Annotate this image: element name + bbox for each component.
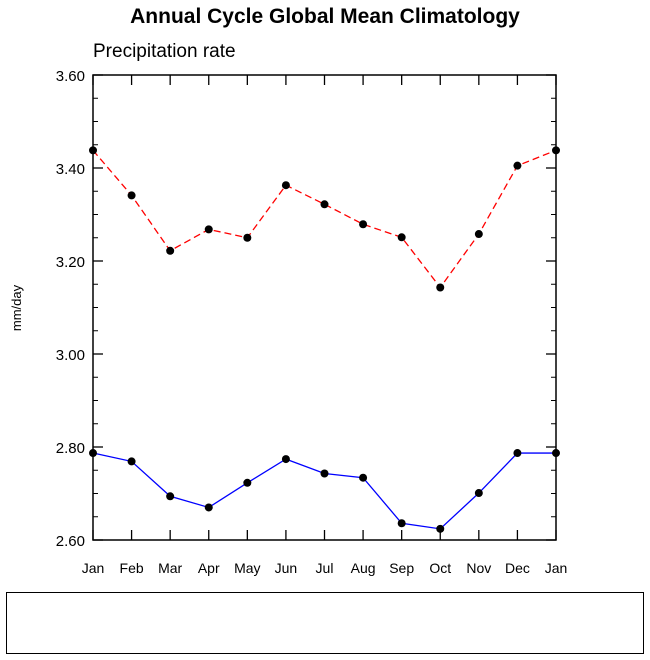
data-point <box>436 283 445 292</box>
series-line <box>92 452 556 530</box>
x-tick-label: Dec <box>505 560 530 576</box>
data-point <box>281 455 290 464</box>
data-point <box>127 191 136 200</box>
legend-box <box>6 592 644 654</box>
data-point <box>281 181 290 190</box>
data-point <box>552 449 560 458</box>
x-tick-label: Jun <box>275 560 298 576</box>
x-tick-label: Feb <box>120 560 144 576</box>
data-point <box>166 246 175 255</box>
x-tick-label: Jan <box>82 560 105 576</box>
y-tick-label: 3.20 <box>56 254 85 271</box>
data-point <box>552 146 560 155</box>
x-tick-label: Jan <box>545 560 568 576</box>
data-point <box>243 478 252 487</box>
y-tick-label: 3.60 <box>56 68 85 85</box>
data-point <box>359 473 368 482</box>
series-layer <box>89 146 560 533</box>
data-point <box>320 469 329 478</box>
chart-title: Annual Cycle Global Mean Climatology <box>130 5 520 28</box>
data-point <box>359 220 368 229</box>
data-point <box>89 449 97 458</box>
series-line <box>92 149 557 289</box>
x-tick-label: Mar <box>158 560 182 576</box>
data-point <box>204 503 213 512</box>
data-point <box>127 457 136 466</box>
x-tick-label: May <box>234 560 260 576</box>
data-point <box>320 200 329 209</box>
y-tick-label: 2.80 <box>56 440 85 457</box>
data-point <box>513 449 522 458</box>
data-point <box>436 524 445 533</box>
y-axis-label: mm/day <box>9 284 24 331</box>
axes-layer: 2.60 2.80 3.00 3.20 3.40 3.60 Jan Feb Mar Apr May J… <box>56 68 567 576</box>
chart-subtitle: Precipitation rate <box>93 41 236 62</box>
x-tick-label: Oct <box>429 560 451 576</box>
data-point <box>474 489 483 498</box>
x-tick-label: Apr <box>198 560 220 576</box>
y-tick-label: 3.40 <box>56 161 85 178</box>
data-point <box>204 225 213 234</box>
data-point <box>166 492 175 501</box>
y-tick-label: 2.60 <box>56 533 85 550</box>
data-point <box>513 161 522 170</box>
data-point <box>474 230 483 239</box>
data-point <box>397 519 406 528</box>
data-point <box>397 233 406 242</box>
x-tick-label: Jul <box>316 560 334 576</box>
x-tick-label: Aug <box>351 560 376 576</box>
x-tick-label: Nov <box>466 560 491 576</box>
data-point <box>243 233 252 242</box>
y-tick-label: 3.00 <box>56 347 85 364</box>
x-tick-label: Sep <box>389 560 414 576</box>
data-point <box>89 146 97 155</box>
